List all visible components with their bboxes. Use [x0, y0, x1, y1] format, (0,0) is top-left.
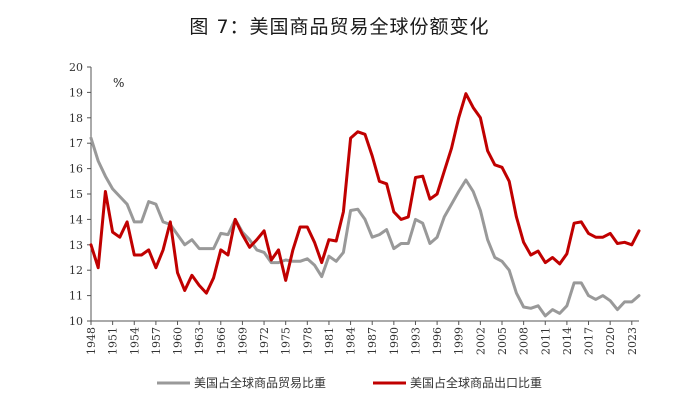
x-tick-label: 1984 — [345, 327, 358, 355]
x-tick-label: 2005 — [496, 327, 509, 355]
y-tick-label: 17 — [69, 137, 83, 150]
x-tick-label: 1966 — [215, 327, 228, 355]
series-lines — [89, 92, 641, 318]
y-tick-label: 13 — [69, 239, 83, 252]
y-tick-label: 15 — [69, 188, 83, 201]
series-line-2 — [89, 92, 641, 295]
x-axis-ticks: 1948 1951 1954 1957 1960 1963 1966 1969 1972 1975… — [85, 321, 639, 355]
x-tick-label: 2008 — [518, 327, 531, 355]
x-tick-label: 1963 — [193, 327, 206, 355]
x-tick-label: 1972 — [258, 327, 271, 355]
x-tick-label: 2020 — [604, 327, 617, 355]
x-tick-label: 1948 — [85, 327, 98, 355]
x-tick-label: 1999 — [453, 327, 466, 355]
x-tick-label: 2002 — [474, 327, 487, 355]
x-tick-label: 1993 — [409, 327, 422, 355]
x-tick-label: 1978 — [301, 327, 314, 355]
x-tick-label: 1954 — [128, 327, 141, 355]
y-tick-label: 11 — [69, 290, 83, 303]
x-tick-label: 2011 — [539, 327, 552, 355]
series-line-1 — [89, 136, 641, 318]
legend: 美国占全球商品贸易比重 美国占全球商品出口比重 — [157, 375, 542, 390]
x-tick-label: 1960 — [172, 327, 185, 355]
axes — [90, 67, 639, 322]
y-tick-label: 10 — [69, 315, 83, 328]
x-tick-label: 1990 — [388, 327, 401, 355]
x-tick-label: 1951 — [107, 327, 120, 355]
chart-title: 图 7：美国商品贸易全球份额变化 — [189, 16, 490, 38]
x-tick-label: 1987 — [366, 327, 379, 355]
y-tick-label: 20 — [69, 61, 83, 74]
x-tick-label: 1957 — [150, 327, 163, 355]
y-tick-label: 16 — [69, 163, 83, 176]
x-tick-label: 2023 — [626, 327, 639, 355]
legend-label-2: 美国占全球商品出口比重 — [410, 375, 542, 390]
x-tick-label: 2017 — [583, 327, 596, 355]
unit-label: % — [113, 76, 124, 90]
y-axis-ticks: 10 11 12 13 14 15 16 17 18 19 20 — [69, 61, 91, 328]
legend-label-1: 美国占全球商品贸易比重 — [194, 375, 326, 390]
x-tick-label: 1975 — [280, 327, 293, 355]
y-tick-label: 14 — [69, 213, 83, 226]
x-tick-label: 1969 — [236, 327, 249, 355]
y-tick-label: 12 — [69, 264, 83, 277]
y-tick-label: 18 — [69, 112, 83, 125]
x-tick-label: 1981 — [323, 327, 336, 355]
x-tick-label: 1996 — [431, 327, 444, 355]
y-tick-label: 19 — [69, 86, 83, 99]
x-tick-label: 2014 — [561, 327, 574, 355]
